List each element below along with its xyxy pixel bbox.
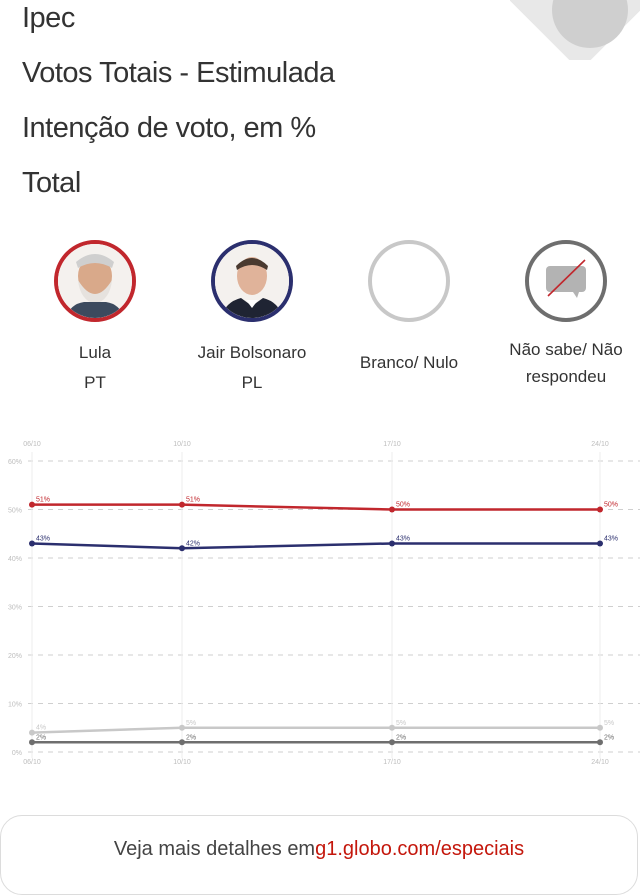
x-tick-label-top: 10/10	[173, 441, 191, 448]
more-details-card[interactable]: Veja mais detalhes em g1.globo.com/espec…	[0, 815, 638, 895]
data-point[interactable]	[29, 501, 35, 508]
data-label: 2%	[396, 734, 406, 741]
data-point[interactable]	[29, 739, 35, 746]
data-label: 42%	[186, 540, 200, 547]
y-tick-label: 20%	[8, 653, 22, 660]
data-label: 5%	[186, 720, 196, 727]
y-tick-label: 10%	[8, 702, 22, 709]
x-tick-label-top: 06/10	[23, 441, 41, 448]
candidate-lula: Lula PT	[20, 240, 170, 397]
series-line	[31, 726, 600, 734]
candidate-name: Branco/ Nulo	[359, 353, 459, 372]
more-details-link[interactable]: g1.globo.com/especiais	[315, 838, 525, 860]
data-point[interactable]	[597, 540, 603, 547]
source-title: Ipec	[22, 2, 75, 34]
y-tick-label: 40%	[8, 556, 22, 563]
metric-title: Intenção de voto, em %	[22, 112, 316, 144]
data-label: 5%	[604, 720, 614, 727]
series-line	[32, 503, 600, 511]
data-label: 5%	[396, 720, 406, 727]
series-line	[31, 542, 600, 550]
y-tick-label: 60%	[8, 459, 22, 466]
data-point[interactable]	[597, 506, 603, 513]
y-tick-label: 50%	[8, 508, 22, 515]
data-point[interactable]	[29, 540, 35, 547]
data-label: 43%	[36, 535, 50, 542]
data-label: 4%	[36, 725, 46, 732]
candidate-bolsonaro: Jair Bolsonaro PL	[177, 240, 327, 397]
data-point[interactable]	[597, 724, 603, 731]
candidate-name: Não sabe/ Não respondeu	[509, 340, 623, 387]
data-point[interactable]	[389, 506, 395, 513]
empty-circle-icon	[368, 240, 450, 322]
segment-title: Total	[22, 167, 81, 199]
data-label: 2%	[36, 734, 46, 741]
chart-canvas: 0% 10% 20% 30% 40% 50% 60% 06/10 06/10 10/10 10/10…	[8, 441, 640, 766]
data-label: 51%	[36, 497, 50, 504]
data-point[interactable]	[597, 739, 603, 746]
x-tick-label-top: 17/10	[383, 441, 401, 448]
data-label: 2%	[186, 734, 196, 741]
x-tick-label-top: 24/10	[591, 441, 609, 448]
data-point[interactable]	[179, 724, 185, 731]
candidate-nao-sabe: Não sabe/ Não respondeu	[491, 240, 640, 390]
more-details-text: Veja mais detalhes em	[113, 838, 316, 860]
data-label: 50%	[396, 502, 410, 509]
candidate-party: PL	[241, 373, 263, 393]
y-tick-label: 0%	[12, 750, 22, 757]
data-point[interactable]	[389, 724, 395, 731]
data-label: 50%	[604, 502, 618, 509]
data-point[interactable]	[389, 739, 395, 746]
data-label: 43%	[604, 535, 618, 542]
data-label: 2%	[604, 734, 614, 741]
survey-type-title: Votos Totais - Estimulada	[22, 57, 335, 89]
data-point[interactable]	[29, 729, 35, 736]
x-tick-label-bottom: 10/10	[173, 759, 191, 766]
vote-intention-line-chart: 0% 10% 20% 30% 40% 50% 60% 06/10 06/10 10/10 10/10…	[0, 430, 640, 780]
no-answer-speech-bubble-icon	[525, 240, 607, 322]
decorative-corner-shape	[510, 0, 640, 60]
candidate-name: Lula	[78, 343, 112, 362]
x-tick-label-bottom: 24/10	[591, 759, 609, 766]
data-label: 43%	[396, 535, 410, 542]
data-label: 51%	[186, 497, 200, 504]
candidate-branco-nulo: Branco/ Nulo	[334, 240, 484, 376]
candidate-party: PT	[84, 373, 106, 393]
bolsonaro-photo-icon	[211, 240, 293, 322]
x-tick-label-bottom: 17/10	[383, 759, 401, 766]
x-tick-label-bottom: 06/10	[23, 759, 41, 766]
data-point[interactable]	[179, 501, 185, 508]
lula-photo-icon	[54, 240, 136, 322]
data-point[interactable]	[179, 545, 185, 552]
data-point[interactable]	[179, 739, 185, 746]
data-point[interactable]	[389, 540, 395, 547]
y-tick-label: 30%	[8, 605, 22, 612]
candidate-name: Jair Bolsonaro	[197, 343, 307, 362]
